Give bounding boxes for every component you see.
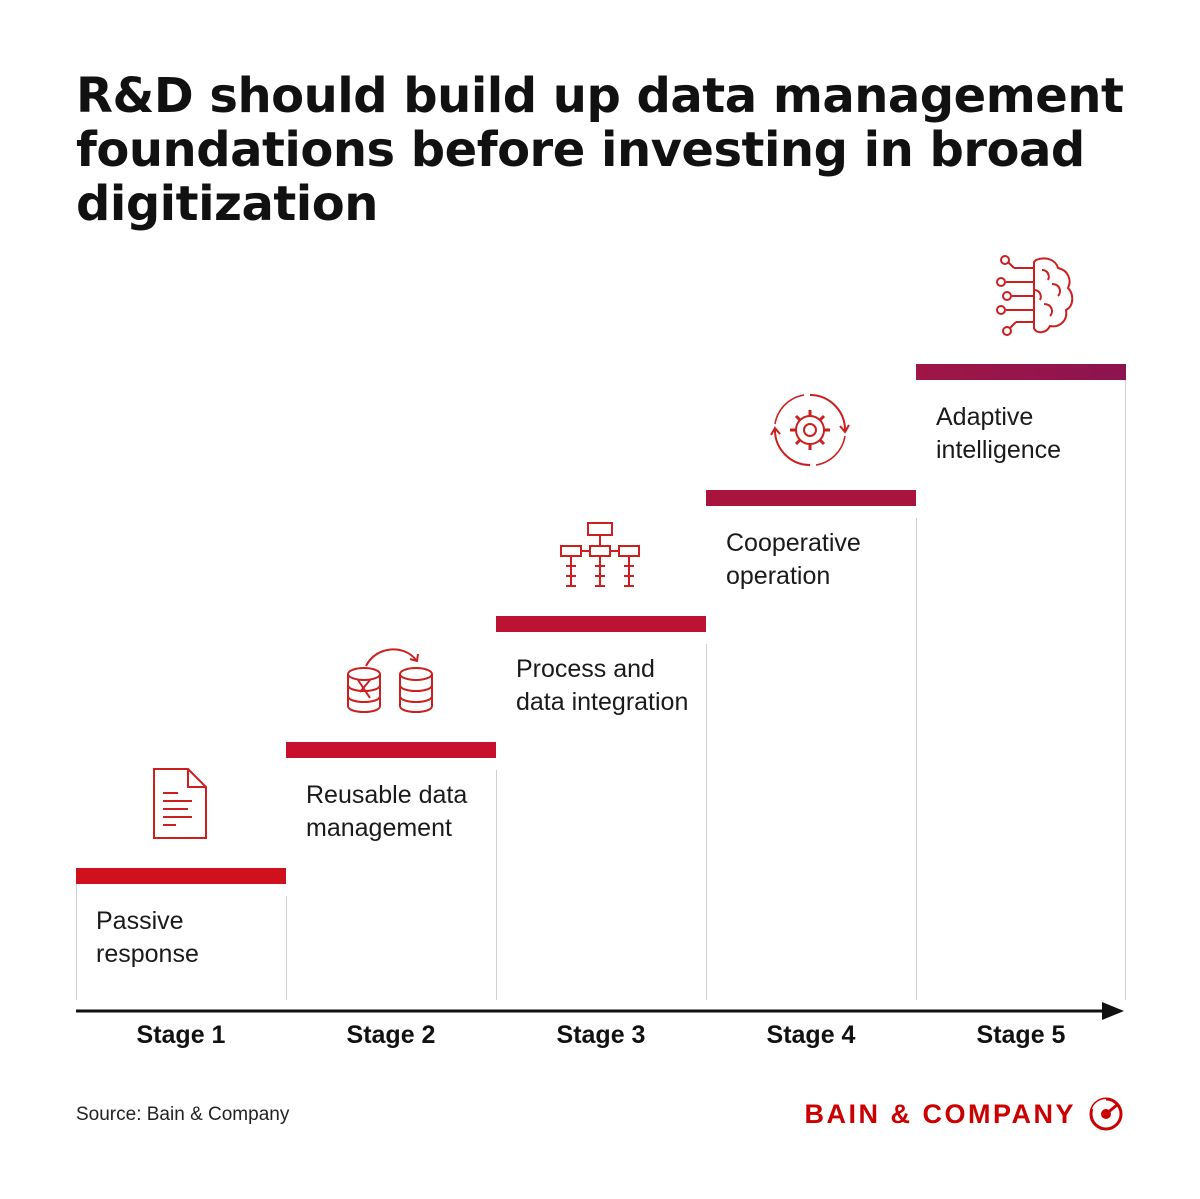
stage-2-label: Reusable data management [306,781,468,842]
stage-1-step: Passive response [76,868,286,1000]
stage-4-bar [706,490,916,506]
stage-4-axis-label: Stage 4 [766,1021,856,1049]
stage-4-label: Cooperative operation [726,529,861,590]
database-sync-icon [347,648,433,713]
stage-3-axis-label: Stage 3 [556,1021,646,1049]
stage-5-step: Adaptive intelligence [916,364,1126,1000]
divider-right-5 [1125,380,1126,1000]
stage-3-label: Process and data integration [516,655,689,716]
stage-1-bar [76,868,286,884]
stage-1-label: Passive response [96,907,199,968]
divider-2-3 [496,770,497,1000]
stage-2-bar [286,742,496,758]
progress-axis-arrow [76,1002,1124,1020]
stage-3-bar [496,616,706,632]
stage-2-step: Reusable data management [286,742,496,1000]
process-hierarchy-icon [560,522,640,587]
stage-3-step: Process and data integration [496,616,706,1000]
brain-circuit-icon [996,255,1074,336]
source-note: Source: Bain & Company [76,1104,290,1125]
bain-logo-icon [1089,1097,1123,1131]
gear-cycle-icon [770,394,850,466]
stage-1-axis-label: Stage 1 [136,1021,226,1049]
stage-2-axis-label: Stage 2 [346,1021,436,1049]
stage-4-step: Cooperative operation [706,490,916,1000]
page-title: R&D should build up data management foun… [76,68,1124,232]
document-icon [153,768,207,839]
stage-5-bar [916,364,1126,380]
brand-name: BAIN & COMPANY [804,1098,1076,1129]
stage-5-axis-label: Stage 5 [976,1021,1066,1049]
divider-4-5 [916,518,917,1000]
divider-1-2 [286,896,287,1000]
brand-logo: BAIN & COMPANY [804,1096,1124,1132]
divider-3-4 [706,644,707,1000]
stage-5-label: Adaptive intelligence [936,403,1062,464]
divider-left-1 [76,884,77,1000]
